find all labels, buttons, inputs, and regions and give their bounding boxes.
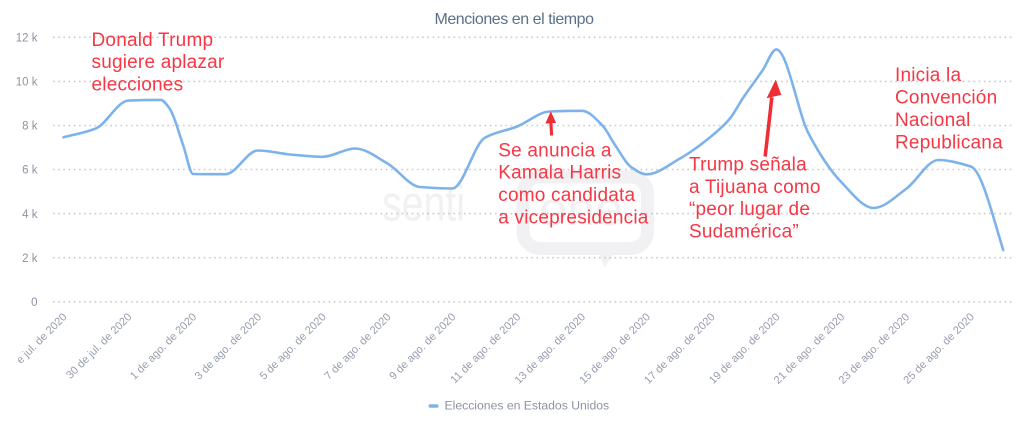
svg-text:senti: senti — [382, 176, 465, 232]
svg-text:6 k: 6 k — [22, 165, 38, 177]
svg-text:Menciones en el tiempo: Menciones en el tiempo — [434, 11, 594, 28]
svg-text:elecciones: elecciones — [92, 75, 184, 96]
svg-text:Sudamérica”: Sudamérica” — [689, 222, 799, 243]
svg-text:Se anuncia a: Se anuncia a — [498, 140, 612, 161]
svg-text:one: one — [539, 182, 623, 235]
svg-text:Nacional: Nacional — [895, 110, 971, 131]
svg-text:0: 0 — [31, 297, 37, 309]
svg-text:a vicepresidencia: a vicepresidencia — [498, 207, 648, 228]
svg-text:a Tijuana como: a Tijuana como — [689, 177, 821, 198]
svg-text:Convención: Convención — [895, 88, 997, 109]
svg-text:sugiere aplazar: sugiere aplazar — [92, 52, 225, 73]
svg-text:12 k: 12 k — [16, 33, 38, 45]
svg-text:Trump señala: Trump señala — [689, 155, 807, 176]
svg-text:Republicana: Republicana — [895, 132, 1003, 153]
svg-text:2 k: 2 k — [22, 253, 38, 265]
svg-text:4 k: 4 k — [22, 209, 38, 221]
svg-text:8 k: 8 k — [22, 121, 38, 133]
svg-text:Inicia la: Inicia la — [895, 65, 961, 86]
svg-text:Kamala Harris: Kamala Harris — [498, 163, 621, 184]
svg-text:como candidata: como candidata — [498, 185, 635, 206]
svg-text:Donald Trump: Donald Trump — [92, 30, 214, 51]
svg-text:“peor lugar de: “peor lugar de — [689, 199, 810, 220]
svg-text:10 k: 10 k — [16, 77, 38, 89]
svg-text:Elecciones en Estados Unidos: Elecciones en Estados Unidos — [445, 399, 610, 413]
